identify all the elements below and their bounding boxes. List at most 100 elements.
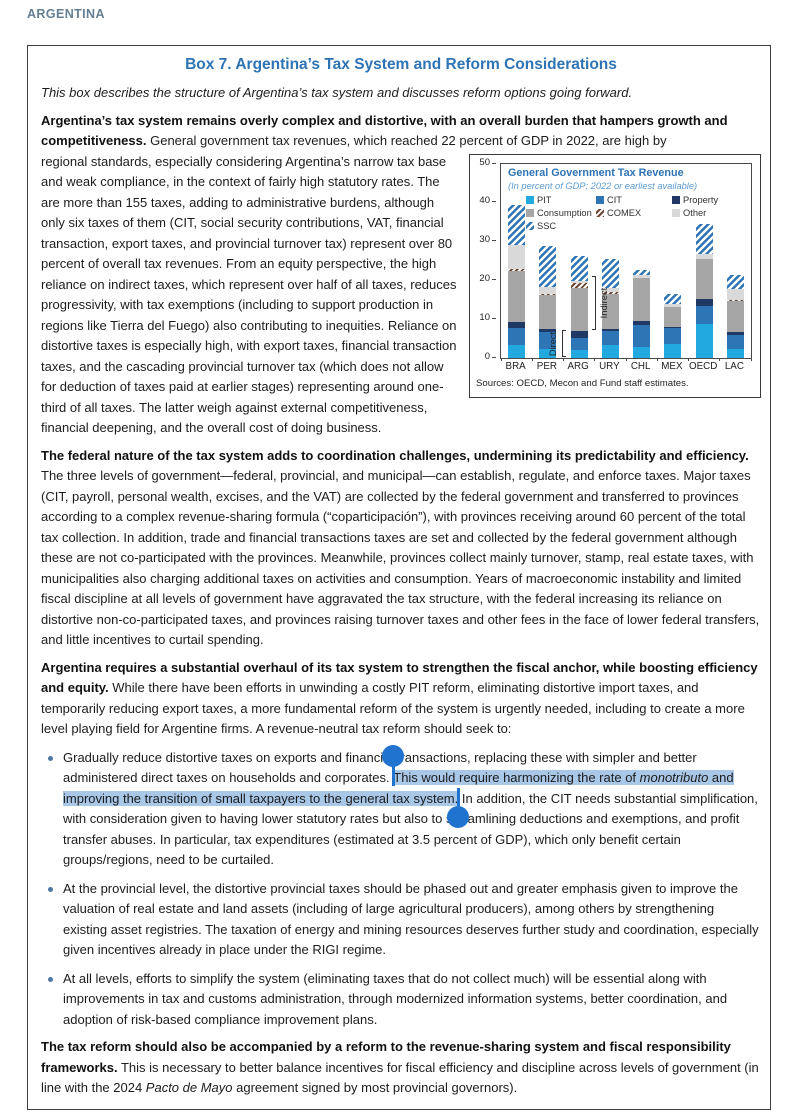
bar-column-BRA bbox=[501, 164, 532, 358]
annotation-label-indirect: Indirect bbox=[598, 287, 609, 319]
legend-item-COMEX: COMEX bbox=[596, 208, 672, 218]
bar-segment-CIT bbox=[664, 328, 682, 344]
bar-segment-PIT bbox=[539, 348, 557, 358]
bar-segment-PIT bbox=[664, 343, 682, 358]
y-tick-label: 0 bbox=[484, 350, 490, 362]
x-tick-mark bbox=[531, 357, 533, 361]
pacto-de-mayo: Pacto de Mayo bbox=[145, 1080, 233, 1095]
x-label-LAC: LAC bbox=[724, 360, 744, 372]
bar-segment-SSC bbox=[508, 205, 526, 246]
bar-MEX bbox=[664, 164, 682, 358]
bar-segment-Consumption bbox=[601, 293, 619, 330]
chart-y-axis: 0 10 20 30 40 50 bbox=[470, 157, 496, 362]
para-overview-lead: Argentina’s tax system remains overly co… bbox=[41, 112, 728, 149]
y-tick-mark bbox=[492, 201, 496, 203]
bullet-marker bbox=[48, 886, 53, 892]
bar-segment-Other bbox=[726, 288, 744, 301]
bar-LAC bbox=[726, 164, 744, 358]
para-overhaul: Argentina requires a substantial overhau… bbox=[41, 658, 761, 740]
x-tick-mark bbox=[500, 357, 502, 361]
annotation-bracket-direct bbox=[561, 330, 566, 358]
selected-text-italic: monotributo bbox=[639, 770, 709, 785]
legend-swatch-Property bbox=[672, 195, 680, 204]
bar-CHL bbox=[633, 164, 651, 358]
bar-segment-CIT bbox=[539, 331, 557, 349]
legend-label: CIT bbox=[607, 194, 622, 205]
bar-column-CHL bbox=[626, 164, 657, 358]
selection-start-caret[interactable] bbox=[391, 756, 395, 786]
bar-OECD bbox=[695, 164, 713, 358]
bar-segment-COMEX bbox=[633, 277, 651, 279]
bar-segment-Other bbox=[601, 288, 619, 293]
bar-segment-Consumption bbox=[508, 271, 526, 323]
y-tick-label: 30 bbox=[479, 234, 490, 246]
bar-segment-PIT bbox=[633, 347, 651, 358]
bullet-text: At all levels, efforts to simplify the s… bbox=[63, 970, 728, 1027]
bar-segment-SSC bbox=[664, 294, 682, 305]
para-overview-wrap: 0 10 20 30 40 50 General Government Tax Reven… bbox=[41, 152, 761, 439]
legend-item-Consumption: Consumption bbox=[526, 208, 596, 218]
bar-segment-Consumption bbox=[664, 307, 682, 327]
bar-segment-CIT bbox=[695, 306, 713, 325]
bullet-marker bbox=[48, 976, 53, 982]
bar-segment-Property bbox=[664, 326, 682, 329]
x-label-MEX: MEX bbox=[661, 360, 683, 372]
bar-column-URY bbox=[595, 164, 626, 358]
para-overview-start: Argentina’s tax system remains overly co… bbox=[41, 111, 761, 152]
bullet1-post: In addition, the CIT needs substantial s… bbox=[63, 790, 758, 868]
legend-swatch-CIT bbox=[596, 195, 604, 204]
para-federal-text: The three levels of government—federal, … bbox=[41, 468, 760, 647]
bar-segment-SSC bbox=[633, 269, 651, 276]
para-revenue-sharing-lead: The tax reform should also be accompanie… bbox=[41, 1039, 731, 1075]
para-overview: Argentina’s tax system remains overly co… bbox=[41, 111, 761, 439]
bullet-text: Gradually reduce distortive taxes on exp… bbox=[63, 745, 761, 871]
legend-label: Consumption bbox=[537, 207, 592, 218]
chart-legend: PIT CIT Property Consumption COMEX Other SSC bbox=[526, 195, 748, 231]
bar-segment-COMEX bbox=[664, 306, 682, 308]
bar-segment-Consumption bbox=[633, 278, 651, 322]
y-tick-mark bbox=[492, 240, 496, 242]
x-label-PER: PER bbox=[536, 360, 557, 372]
x-tick-mark bbox=[719, 357, 721, 361]
para-revenue-sharing-text: This is necessary to better balance ince… bbox=[41, 1059, 759, 1096]
x-tick-mark bbox=[656, 357, 658, 361]
legend-label: Property bbox=[683, 194, 719, 205]
bar-URY bbox=[601, 164, 619, 358]
x-tick-mark bbox=[688, 357, 689, 361]
y-tick-mark bbox=[492, 356, 496, 358]
selection-end-caret[interactable] bbox=[456, 787, 460, 807]
bar-segment-PIT bbox=[695, 324, 713, 358]
y-tick-label: 10 bbox=[479, 311, 490, 323]
bar-segment-SSC bbox=[695, 224, 713, 254]
legend-swatch-Consumption bbox=[526, 208, 534, 217]
bar-column-PER bbox=[532, 164, 563, 358]
annotation-label-direct: Direct bbox=[547, 331, 558, 357]
selected-text: This would require harmonizing the rate … bbox=[393, 770, 640, 785]
para-federal-lead: The federal nature of the tax system add… bbox=[41, 447, 749, 463]
bar-segment-Property bbox=[539, 329, 557, 332]
bar-segment-COMEX bbox=[570, 282, 588, 288]
y-tick-mark bbox=[492, 278, 496, 280]
bar-segment-COMEX bbox=[508, 269, 526, 272]
y-tick-mark bbox=[492, 317, 496, 319]
bullet-text: At the provincial level, the distortive … bbox=[63, 880, 759, 958]
para-revenue-sharing-text-end: agreement signed by most provincial gove… bbox=[232, 1080, 518, 1095]
box-7-container: Box 7. Argentina’s Tax System and Reform… bbox=[27, 45, 771, 1110]
para-overhaul-text: While there have been efforts in unwindi… bbox=[41, 680, 745, 736]
selection-end-knob-icon[interactable] bbox=[447, 805, 470, 828]
x-label-CHL: CHL bbox=[630, 360, 651, 372]
bar-segment-PIT bbox=[508, 345, 526, 358]
bar-segment-PIT bbox=[726, 348, 744, 358]
bar-segment-Property bbox=[601, 329, 619, 331]
bar-PER bbox=[539, 164, 557, 358]
bullet-reduce-distortive-taxes: Gradually reduce distortive taxes on exp… bbox=[41, 745, 761, 871]
para-federal-nature: The federal nature of the tax system add… bbox=[41, 446, 761, 651]
bar-segment-Other bbox=[695, 253, 713, 259]
bar-ARG bbox=[570, 164, 588, 358]
x-label-ARG: ARG bbox=[567, 360, 589, 372]
bar-segment-Other bbox=[570, 280, 588, 283]
para-overview-text-start: General government tax revenues, which r… bbox=[146, 133, 667, 148]
legend-swatch-PIT bbox=[526, 195, 534, 204]
legend-item-Other: Other bbox=[672, 208, 748, 218]
bar-segment-Other bbox=[633, 275, 651, 278]
